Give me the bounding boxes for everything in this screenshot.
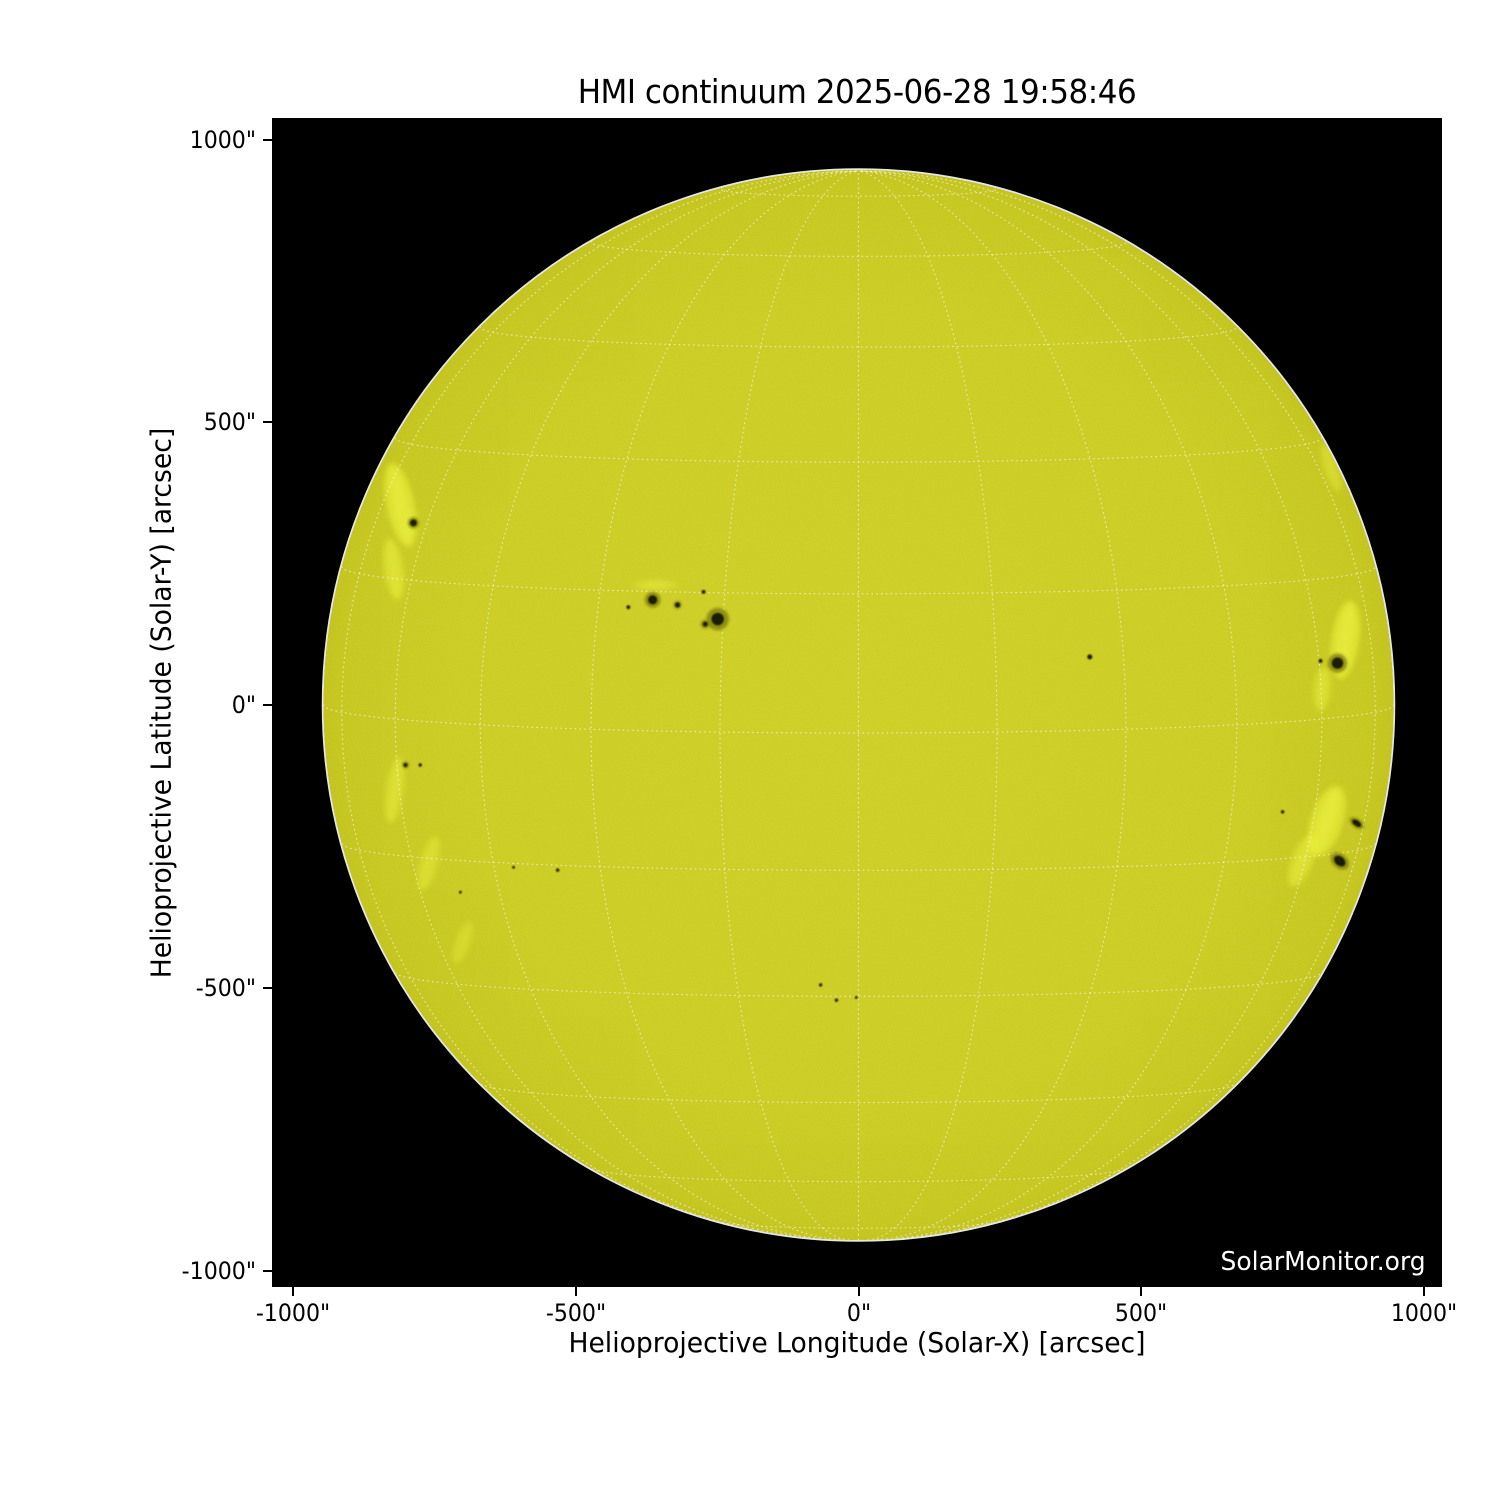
sunspot-core <box>674 602 681 608</box>
heliographic-grid-line <box>857 170 998 1240</box>
x-tick-label: 1000" <box>1390 1299 1458 1327</box>
y-tick-mark <box>263 1269 272 1272</box>
y-tick-label: 0" <box>231 691 256 719</box>
sunspot-core <box>410 519 417 527</box>
sunspot-core <box>701 589 706 594</box>
facula-bright-core <box>1323 445 1340 490</box>
y-tick-label: 1000" <box>189 125 256 154</box>
sunspot-core <box>1280 810 1285 814</box>
sunspot-core <box>555 868 560 872</box>
x-tick-mark <box>1140 1287 1143 1296</box>
plot-title: HMI continuum 2025-06-28 19:58:46 <box>577 72 1137 111</box>
facula-bright-core <box>1317 668 1328 710</box>
sunspot-core <box>1352 819 1362 827</box>
solar-disk-image <box>272 118 1442 1287</box>
y-tick-mark <box>263 986 272 989</box>
plot-area: SolarMonitor.org <box>272 118 1442 1287</box>
facula-bright-core <box>420 838 437 888</box>
heliographic-grid-line <box>323 704 1394 734</box>
heliographic-grid-line <box>722 1221 995 1229</box>
x-tick-label: 500" <box>1115 1299 1168 1327</box>
heliographic-grid-line <box>479 326 1238 348</box>
y-tick-mark <box>263 421 272 424</box>
facula-bright-core <box>1313 789 1340 853</box>
facula-bright-core <box>389 467 412 543</box>
sunspot-core <box>648 595 658 605</box>
x-tick-label: -1000" <box>255 1299 331 1327</box>
x-tick-label: -500" <box>545 1299 606 1327</box>
sunspot-core <box>418 763 422 767</box>
x-tick-mark <box>574 1287 577 1296</box>
sunspot-core <box>403 762 408 767</box>
sunspot-core <box>512 865 515 869</box>
sunspot-core <box>626 605 631 610</box>
sunspot-core <box>854 995 858 999</box>
x-tick-label: 0" <box>846 1299 871 1327</box>
x-tick-mark <box>1423 1287 1425 1296</box>
y-tick-label: 500" <box>203 408 256 437</box>
sunspot-core <box>711 612 724 626</box>
solar-limb-rim <box>321 168 1396 1242</box>
sunspot-core <box>458 890 462 894</box>
heliographic-grid-line <box>480 1083 1237 1104</box>
y-tick-mark <box>263 704 272 706</box>
y-tick-mark <box>263 138 272 141</box>
sunspot-core <box>818 983 823 987</box>
sunspot-core <box>702 621 708 627</box>
x-tick-mark <box>292 1287 294 1296</box>
heliographic-grid-line <box>857 170 1127 1240</box>
sunspot-core <box>1334 855 1346 867</box>
heliographic-grid-line <box>719 170 860 1240</box>
facula-bright-core <box>387 541 401 598</box>
heliographic-grid-line <box>394 170 860 1239</box>
sunspot-core <box>1087 654 1093 660</box>
watermark-solarmonitor: SolarMonitor.org <box>1220 1247 1426 1277</box>
facula-bright-core <box>1291 836 1314 885</box>
sunspot-core <box>834 998 839 1002</box>
solar-disk-content <box>323 170 1394 1240</box>
heliographic-grid-line <box>857 170 1323 1239</box>
heliographic-grid-line <box>719 187 998 197</box>
sunspot-core <box>1318 658 1323 663</box>
facula-bright-core <box>454 923 471 962</box>
y-tick-label: -500" <box>195 973 256 1002</box>
heliographic-grid-line <box>590 170 860 1240</box>
x-tick-mark <box>857 1287 860 1296</box>
x-axis-label: Helioprojective Longitude (Solar-X) [arc… <box>568 1326 1146 1359</box>
sunspot-core <box>1331 657 1344 669</box>
facula-bright-core <box>644 580 667 590</box>
y-tick-label: -1000" <box>181 1256 256 1285</box>
